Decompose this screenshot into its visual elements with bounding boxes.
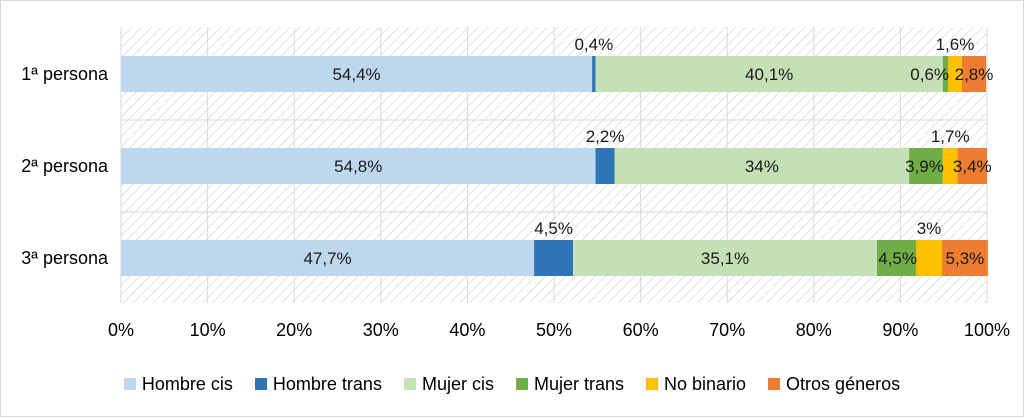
data-label: 35,1% xyxy=(701,249,749,268)
data-label: 34% xyxy=(745,157,779,176)
legend-item: Otros géneros xyxy=(768,374,900,395)
legend-item: Hombre cis xyxy=(123,373,233,395)
legend-swatch xyxy=(515,378,528,390)
data-label: 3% xyxy=(917,219,942,238)
legend-item: Hombre trans xyxy=(254,373,382,395)
legend-item: No binario xyxy=(646,374,746,395)
legend-label: Hombre trans xyxy=(272,373,382,394)
bar-segment xyxy=(942,56,949,92)
bar-segment xyxy=(961,56,987,92)
data-label: 54,8% xyxy=(334,157,382,176)
legend-swatch xyxy=(254,378,267,390)
legend-swatch xyxy=(123,378,136,390)
bar-segment xyxy=(595,56,943,92)
data-label: 0,6% xyxy=(910,65,949,84)
data-label: 47,7% xyxy=(303,249,351,268)
bar-segment xyxy=(592,56,596,92)
bar-segment xyxy=(915,240,942,276)
x-tick-label: 40% xyxy=(449,320,485,340)
category-label: 3ª persona xyxy=(21,248,109,268)
data-label: 4,5% xyxy=(534,219,573,238)
legend-label: No binario xyxy=(664,373,747,394)
bar-segment xyxy=(941,240,988,276)
legend: Hombre cis Hombre trans Mujer cis Mujer tra… xyxy=(0,372,1024,396)
bar-segment xyxy=(121,56,593,92)
data-label: 5,3% xyxy=(946,249,985,268)
x-tick-label: 90% xyxy=(882,320,918,340)
data-label: 3,9% xyxy=(905,157,944,176)
data-label: 1,6% xyxy=(936,35,975,54)
data-label: 2,8% xyxy=(955,65,994,84)
data-label: 40,1% xyxy=(745,65,793,84)
x-tick-label: 50% xyxy=(536,320,572,340)
bar-segment xyxy=(877,240,916,276)
data-labels: 54,4% 0,4% 40,1% 0,6% 1,6% 2,8% 54,8% 2,2% 34% 3,… xyxy=(303,35,993,268)
data-label: 3,4% xyxy=(953,157,992,176)
bar-segment xyxy=(614,148,910,184)
legend-swatch xyxy=(768,378,781,390)
x-tick-label: 70% xyxy=(709,320,745,340)
data-label: 2,2% xyxy=(586,127,625,146)
bar-segment xyxy=(948,56,962,92)
x-tick-label: 80% xyxy=(796,320,832,340)
bars xyxy=(121,56,988,276)
legend-swatch xyxy=(646,378,658,390)
bar-segment xyxy=(957,148,987,184)
bar-segment xyxy=(121,148,596,184)
axes: 0% 10% 20% 30% 40% 50% 60% 70% 80% 90% 100% 1ª pers… xyxy=(21,64,1010,340)
x-tick-label: 60% xyxy=(623,320,659,340)
data-label: 0,4% xyxy=(574,35,613,54)
legend-label: Mujer cis xyxy=(421,373,494,394)
x-tick-label: 100% xyxy=(964,320,1010,340)
x-tick-label: 10% xyxy=(190,320,226,340)
bar-segment xyxy=(595,148,615,184)
x-tick-label: 30% xyxy=(363,320,399,340)
bar-segment xyxy=(534,240,574,276)
x-tick-label: 20% xyxy=(276,320,312,340)
legend-item: Mujer cis xyxy=(403,373,494,395)
bar-segment xyxy=(909,148,943,184)
category-label: 2ª persona xyxy=(21,156,109,176)
bar-segment xyxy=(121,240,535,276)
legend-item: Mujer trans xyxy=(515,373,624,395)
data-label: 1,7% xyxy=(931,127,970,146)
data-label: 4,5% xyxy=(878,249,917,268)
legend-swatch xyxy=(403,378,416,390)
data-label: 54,4% xyxy=(332,65,380,84)
category-label: 1ª persona xyxy=(21,64,109,84)
x-tick-label: 0% xyxy=(108,320,134,340)
legend-label: Otros géneros xyxy=(786,373,901,394)
bar-segment xyxy=(942,148,958,184)
legend-label: Hombre cis xyxy=(141,373,233,394)
bar-segment xyxy=(573,240,878,276)
legend-label: Mujer trans xyxy=(533,373,624,394)
